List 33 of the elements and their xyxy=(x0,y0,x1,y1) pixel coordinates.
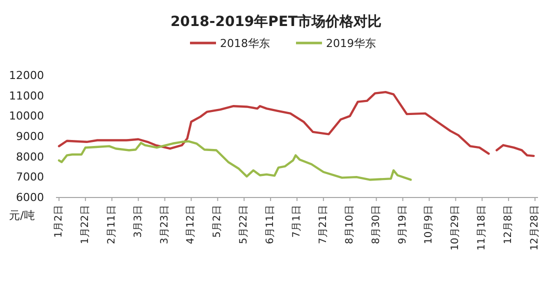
x-tick-label: 1月22日 xyxy=(80,205,91,244)
x-tick-label: 2月11日 xyxy=(106,205,118,244)
x-tick-label: 9月19日 xyxy=(397,205,408,244)
line-series xyxy=(496,144,535,158)
line-series xyxy=(58,90,490,155)
x-tick-label: 10月29日 xyxy=(450,205,462,250)
legend-label: 2019华东 xyxy=(326,37,376,50)
y-tick-label: 8000 xyxy=(16,150,44,164)
x-tick-label: 3月3日 xyxy=(132,205,144,238)
x-tick-label: 8月30日 xyxy=(370,205,382,244)
x-tick-label: 11月18日 xyxy=(476,205,488,250)
x-tick-label: 12月28日 xyxy=(530,205,540,250)
y-axis-title: 元/吨 xyxy=(9,209,35,222)
y-tick-label: 6000 xyxy=(16,191,44,204)
x-tick-label: 3月23日 xyxy=(159,205,170,244)
x-tick-label: 6月11日 xyxy=(265,205,276,244)
x-tick-label: 7月21日 xyxy=(318,205,329,244)
y-tick-label: 7000 xyxy=(16,170,44,184)
x-tick-label: 5月22日 xyxy=(238,205,250,244)
y-tick-label: 12000 xyxy=(9,69,44,82)
y-tick-label: 9000 xyxy=(16,130,44,143)
line-series xyxy=(58,140,412,181)
x-tick-label: 7月1日 xyxy=(292,205,302,238)
legend-label: 2018华东 xyxy=(220,37,270,50)
x-tick-label: 5月2日 xyxy=(212,205,224,238)
y-tick-label: 11000 xyxy=(9,89,44,102)
x-tick-label: 4月12日 xyxy=(186,205,197,244)
y-tick-label: 10000 xyxy=(9,110,44,123)
x-tick-label: 12月8日 xyxy=(503,205,514,244)
chart-title: 2018-2019年PET市场价格对比 xyxy=(170,13,382,30)
x-tick-label: 8月10日 xyxy=(344,205,356,244)
x-tick-label: 1月2日 xyxy=(54,205,64,238)
x-tick-label: 10月9日 xyxy=(424,205,435,244)
